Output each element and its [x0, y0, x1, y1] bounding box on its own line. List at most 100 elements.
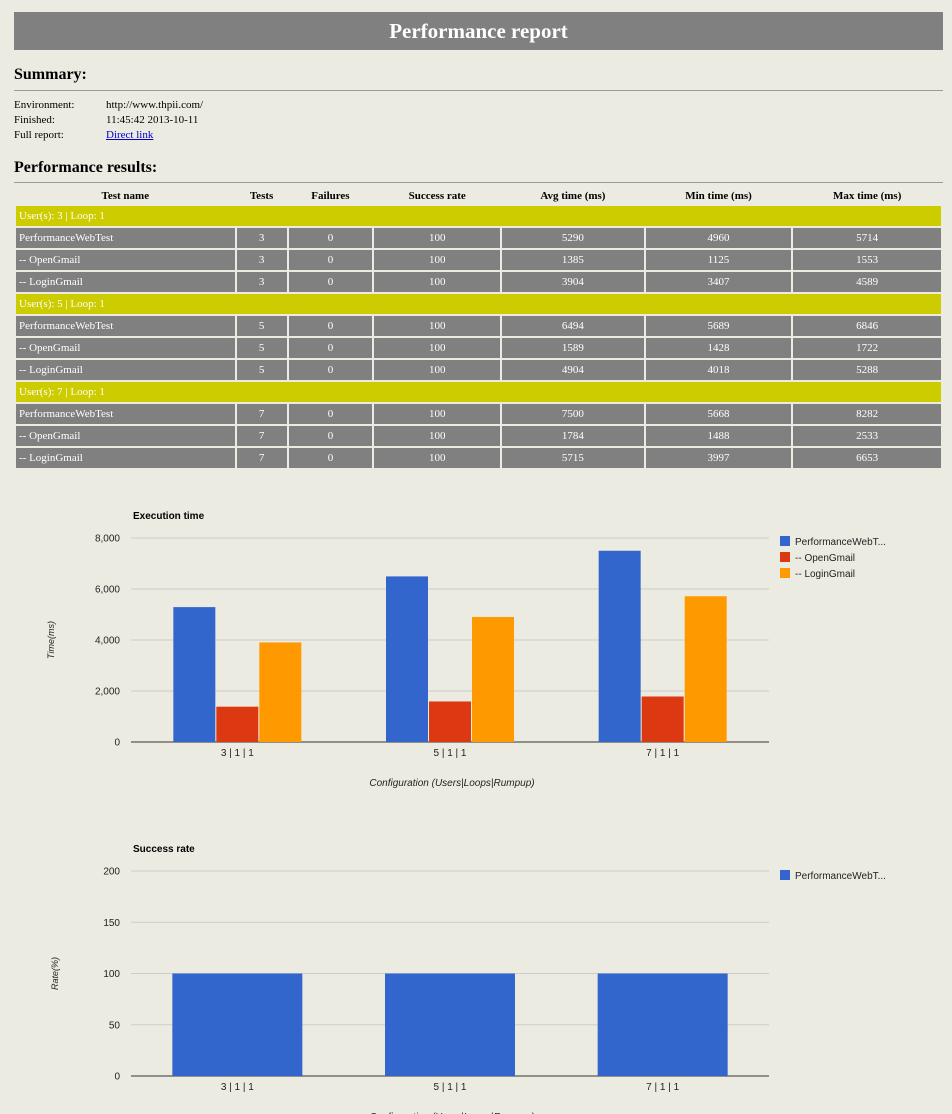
table-row: -- OpenGmail 3 0 100 1385 1125 1553 — [14, 248, 943, 272]
y-tick-label: 0 — [114, 738, 120, 749]
table-cell: 100 — [372, 248, 503, 272]
test-name-cell: -- OpenGmail — [14, 424, 237, 448]
group-label: User(s): 5 | Loop: 1 — [14, 292, 943, 316]
test-name-cell: -- LoginGmail — [14, 446, 237, 470]
table-cell: 0 — [286, 226, 375, 250]
table-cell: 5715 — [500, 446, 646, 470]
table-cell: 1553 — [791, 248, 943, 272]
bar — [173, 607, 216, 742]
column-header: Min time (ms) — [685, 190, 752, 202]
finished-label: Finished: — [14, 114, 55, 126]
test-name-cell: -- LoginGmail — [14, 358, 237, 382]
column-header: Tests — [249, 190, 274, 202]
y-tick-label: 200 — [103, 867, 120, 878]
table-cell: 0 — [286, 402, 375, 426]
table-cell: 4960 — [643, 226, 794, 250]
table-cell: 1125 — [643, 248, 794, 272]
x-axis-label: Configuration (Users|Loops|Rumpup) — [369, 778, 534, 789]
group-label: User(s): 3 | Loop: 1 — [14, 204, 943, 228]
table-row: -- OpenGmail 5 0 100 1589 1428 1722 — [14, 336, 943, 360]
table-cell: 5668 — [643, 402, 794, 426]
table-row: -- OpenGmail 7 0 100 1784 1488 2533 — [14, 424, 943, 448]
summary-divider — [14, 90, 943, 91]
table-cell: 5689 — [643, 314, 794, 338]
table-row: -- LoginGmail 3 0 100 3904 3407 4589 — [14, 270, 943, 294]
group-row: User(s): 3 | Loop: 1 — [14, 204, 943, 228]
legend-label: PerformanceWebT... — [795, 871, 886, 882]
legend-swatch — [780, 870, 790, 880]
y-tick-label: 6,000 — [95, 585, 120, 596]
y-tick-label: 8,000 — [95, 534, 120, 545]
table-cell: 1385 — [500, 248, 646, 272]
environment-value: http://www.thpii.com/ — [106, 99, 204, 111]
table-cell: 7500 — [500, 402, 646, 426]
table-cell: 100 — [372, 446, 503, 470]
environment-label: Environment: — [14, 99, 75, 111]
table-cell: 3 — [234, 226, 289, 250]
table-cell: 5714 — [791, 226, 943, 250]
results-divider — [14, 182, 943, 183]
table-cell: 4018 — [643, 358, 794, 382]
bar — [684, 596, 727, 742]
table-cell: 1784 — [500, 424, 646, 448]
summary-block: Environment: http://www.thpii.com/ Finis… — [14, 98, 203, 143]
chart-title: Success rate — [133, 844, 195, 855]
legend-label: -- LoginGmail — [795, 569, 855, 580]
test-name-cell: PerformanceWebTest — [14, 314, 237, 338]
table-cell: 3997 — [643, 446, 794, 470]
x-tick-label: 7 | 1 | 1 — [646, 748, 679, 759]
bar — [216, 706, 259, 742]
table-cell: 0 — [286, 314, 375, 338]
table-cell: 100 — [372, 314, 503, 338]
table-cell: 7 — [234, 446, 289, 470]
table-cell: 1722 — [791, 336, 943, 360]
table-row: PerformanceWebTest 5 0 100 6494 5689 6846 — [14, 314, 943, 338]
table-cell: 0 — [286, 358, 375, 382]
table-cell: 5 — [234, 336, 289, 360]
column-header: Max time (ms) — [832, 190, 902, 202]
finished-value: 11:45:42 2013-10-11 — [106, 114, 199, 126]
legend-swatch — [780, 536, 790, 546]
environment-row: Environment: http://www.thpii.com/ — [14, 98, 203, 113]
bar — [429, 701, 471, 742]
y-tick-label: 4,000 — [95, 636, 120, 647]
success-rate-chart: Success rate 0 50 100 150 200 3 | 1 | 1 5 | 1 |… — [50, 844, 886, 1114]
legend-label: PerformanceWebT... — [795, 537, 886, 548]
results-table: Test name Tests Failures Success rate Avg ti… — [14, 188, 943, 470]
direct-link[interactable]: Direct link — [106, 129, 154, 141]
bar — [598, 550, 641, 742]
table-cell: 0 — [286, 446, 375, 470]
column-header: Avg time (ms) — [540, 190, 606, 202]
table-cell: 4589 — [791, 270, 943, 294]
finished-row: Finished: 11:45:42 2013-10-11 — [14, 113, 203, 128]
y-tick-label: 0 — [114, 1072, 120, 1083]
table-cell: 0 — [286, 336, 375, 360]
table-row: -- LoginGmail 5 0 100 4904 4018 5288 — [14, 358, 943, 382]
legend-label: -- OpenGmail — [795, 553, 855, 564]
column-header: Test name — [101, 190, 150, 202]
bar — [597, 973, 728, 1076]
bar — [472, 616, 514, 742]
table-header-row: Test name Tests Failures Success rate Avg ti… — [15, 188, 942, 205]
test-name-cell: PerformanceWebTest — [14, 402, 237, 426]
full-report-label: Full report: — [14, 129, 64, 141]
summary-heading: Summary: — [14, 66, 87, 83]
chart-title: Execution time — [133, 511, 205, 522]
table-cell: 6846 — [791, 314, 943, 338]
table-cell: 0 — [286, 270, 375, 294]
x-tick-label: 3 | 1 | 1 — [221, 1082, 254, 1093]
table-cell: 1488 — [643, 424, 794, 448]
y-axis-label: Time(ms) — [46, 621, 56, 659]
test-name-cell: -- OpenGmail — [14, 336, 237, 360]
table-cell: 5288 — [791, 358, 943, 382]
table-cell: 0 — [286, 424, 375, 448]
legend-swatch — [780, 552, 790, 562]
bar — [641, 696, 684, 742]
group-row: User(s): 5 | Loop: 1 — [14, 292, 943, 316]
group-label: User(s): 7 | Loop: 1 — [14, 380, 943, 404]
group-row: User(s): 7 | Loop: 1 — [14, 380, 943, 404]
execution-time-chart: Execution time 0 2,000 4,000 6,000 8,000 3 | 1… — [46, 511, 886, 789]
table-cell: 6494 — [500, 314, 646, 338]
column-header: Success rate — [408, 190, 466, 202]
bar — [385, 973, 515, 1076]
